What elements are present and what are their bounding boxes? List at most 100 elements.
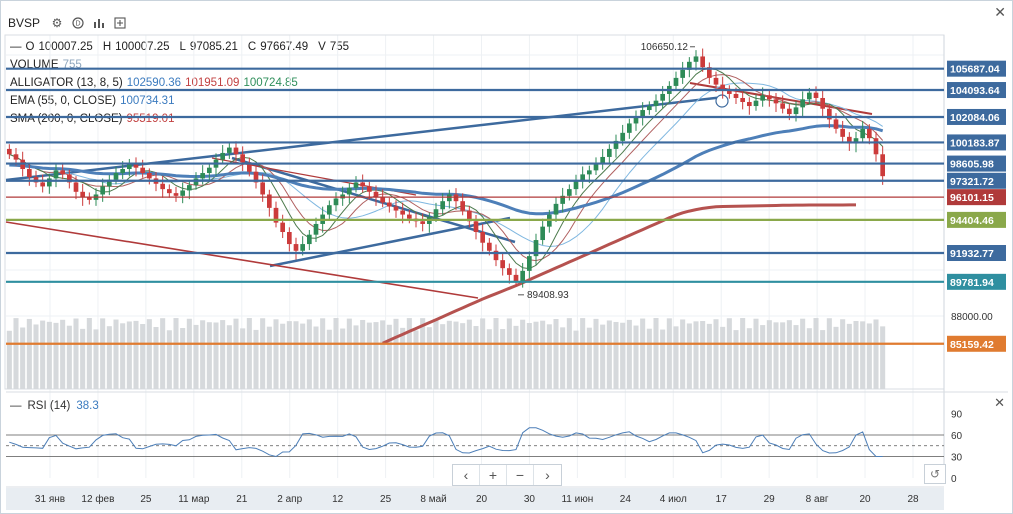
volume-bar [860,321,866,389]
volume-bar [873,319,879,389]
price-level-tag [947,155,1006,172]
candle-body [800,99,805,108]
volume-bar [333,318,339,389]
volume-bar [526,323,532,389]
candle-body [140,167,145,174]
candle-body [227,147,232,153]
candle-body [507,268,512,275]
rsi-legend[interactable]: — RSI (14) 38.3 [10,400,99,412]
candle-body [847,136,852,144]
candle-body [400,210,405,215]
volume-bar [706,323,712,389]
gear-icon[interactable]: ⚙ [51,16,63,30]
candle-body [267,194,272,208]
trend-line [5,95,725,182]
close-icon[interactable]: ✕ [994,4,1006,20]
volume-bar [573,330,579,389]
indicator-alligator[interactable]: ALLIGATOR (13, 8, 5) 102590.36 101951.09… [10,74,355,92]
candle-body [567,189,572,196]
candle-body [187,185,192,191]
volume-bar [566,318,572,389]
volume-bar [160,318,166,389]
scroll-left-button[interactable]: ‹ [453,465,480,485]
candle-body [807,92,812,100]
candle-body [620,132,625,141]
date-tick-label: 30 [524,494,536,505]
volume-bar [373,322,379,389]
candle-body [287,232,292,245]
indicator-value: 101951.09 [185,77,240,89]
date-tick-label: 21 [236,494,248,505]
indicator-value: 100734.31 [120,95,175,107]
candle-body [860,128,865,139]
volume-bar [33,324,39,389]
volume-bar [146,319,152,389]
volume-bar [266,326,272,389]
volume-bar [586,327,592,389]
candle-body [433,209,439,218]
scroll-right-button[interactable]: › [545,467,550,483]
price-level-label: 96101.15 [950,192,994,204]
volume-bar [593,318,599,389]
candle-body [300,244,305,251]
trend-line [231,156,516,244]
volume-bar [600,324,606,389]
circle-d-icon[interactable]: D [72,17,84,29]
candle-body [387,202,392,207]
candle-body [80,191,85,198]
candle-body [313,223,319,235]
high-label: H [102,41,112,53]
candle-body [327,205,332,215]
volume-bar [520,319,526,389]
candle-body [533,240,539,257]
symbol-title[interactable]: BVSP [8,16,41,30]
candle-body [827,108,832,120]
candle-body [307,234,312,245]
zoom-in-button[interactable]: + [480,465,507,485]
candle-body [253,171,259,183]
volume-bar [420,318,426,389]
volume-bar [406,318,412,389]
volume-bar [346,318,352,389]
candle-body [700,56,705,68]
volume-bar [866,323,872,389]
date-tick-label: 2 апр [277,494,302,505]
candle-body [713,77,719,85]
close-rsi-icon[interactable]: ✕ [994,395,1005,410]
zoom-controls: ‹ + − › [452,464,562,486]
volume-bar [113,319,119,389]
volume-bar [246,318,252,389]
candle-body [727,89,732,94]
candle-body [640,110,645,117]
volume-bar [140,324,146,389]
reset-zoom-button[interactable]: ↺ [924,464,946,484]
candle-body [27,169,32,178]
candle-body [780,103,785,109]
candle-body [833,119,839,129]
indicator-ema[interactable]: EMA (55, 0, CLOSE) 100734.31 [10,92,355,110]
candle-body [840,128,845,137]
candle-body [473,221,479,233]
volume-bar [640,318,646,389]
price-level-label: 100183.87 [950,137,1000,149]
volume-bar [260,318,266,389]
add-window-icon[interactable] [114,17,126,29]
volume-bar [353,325,359,389]
bars-icon[interactable] [93,17,105,29]
volume-bar [46,321,52,389]
volume-bar [613,321,619,389]
alligator-teeth-line [9,74,884,262]
volume-bar [713,319,719,389]
date-tick-label: 31 янв [35,494,65,505]
close-value: 97667.49 [260,41,309,53]
rsi-axis-label: 60 [951,431,963,442]
price-level-tag [947,172,1006,189]
candle-body [500,260,505,269]
candle-body [67,174,72,183]
high-value: 100007.25 [115,41,170,53]
price-level-tag [947,134,1006,151]
zoom-out-button[interactable]: − [507,465,534,485]
volume-bar [320,318,326,389]
svg-text:D: D [75,21,80,28]
